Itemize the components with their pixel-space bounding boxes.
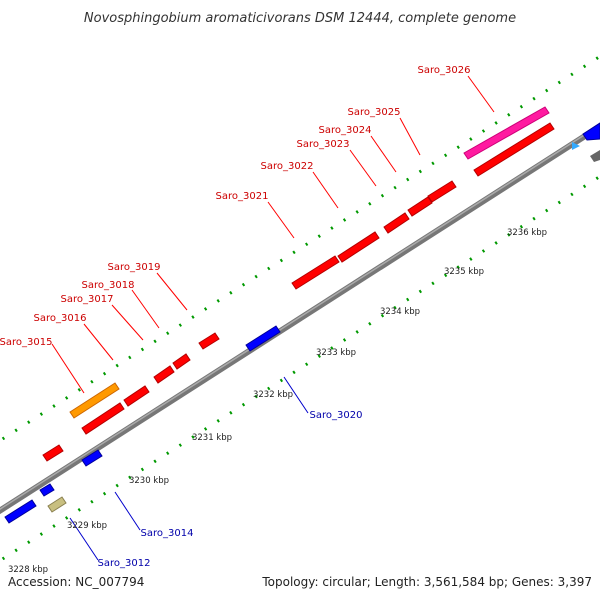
gene-saro-3018-block[interactable] <box>172 353 191 370</box>
leader-saro-3024 <box>370 135 397 173</box>
leader-saro-3017 <box>111 304 144 341</box>
leader-saro-3020 <box>283 376 309 414</box>
reverse-labels: Saro_3012 Saro_3014 Saro_3020 <box>98 410 363 569</box>
scale-label-3231: 3231 kbp <box>192 433 232 443</box>
label-saro-3023[interactable]: Saro_3023 <box>297 139 350 150</box>
leader-saro-3023 <box>349 149 377 187</box>
reverse-label-leaders <box>69 376 309 561</box>
gene-saro-3023-block[interactable] <box>383 212 410 234</box>
label-saro-3017[interactable]: Saro_3017 <box>61 294 114 305</box>
scale-label-3232: 3232 kbp <box>253 390 293 400</box>
scale-labels: 3228 kbp 3229 kbp 3230 kbp 3231 kbp 3232… <box>8 228 547 575</box>
gene-saro-3016-block[interactable] <box>123 385 150 407</box>
label-saro-3015[interactable]: Saro_3015 <box>0 337 52 348</box>
leader-saro-3018 <box>131 289 160 329</box>
gene-forward-small-block[interactable] <box>42 444 64 462</box>
map-area <box>0 54 600 563</box>
label-saro-3019[interactable]: Saro_3019 <box>108 262 161 273</box>
map-title: Novosphingobium aromaticivorans DSM 1244… <box>84 11 516 26</box>
scale-label-3236: 3236 kbp <box>507 228 547 238</box>
gene-saro-3015-block[interactable] <box>81 402 125 435</box>
leader-saro-3019 <box>156 272 188 311</box>
label-saro-3021[interactable]: Saro_3021 <box>216 191 269 202</box>
leader-saro-3014 <box>114 491 141 531</box>
leader-saro-3021 <box>267 201 295 239</box>
gene-saro-3019-block[interactable] <box>198 332 220 350</box>
leader-saro-3015 <box>51 343 85 394</box>
scale-label-3233: 3233 kbp <box>316 348 356 358</box>
gene-khaki-block[interactable] <box>47 496 67 513</box>
gene-saro-3026-special-block[interactable] <box>463 106 550 160</box>
label-saro-3012[interactable]: Saro_3012 <box>98 558 151 569</box>
gene-reverse-edge-block[interactable] <box>582 122 600 141</box>
gene-saro-3017-block[interactable] <box>153 365 175 384</box>
leader-saro-3022 <box>312 171 339 209</box>
accession-text: Accession: NC_007794 <box>8 575 144 589</box>
gene-saro-3025-block[interactable] <box>427 180 457 203</box>
gene-saro-3020-block[interactable] <box>245 325 281 352</box>
label-saro-3020[interactable]: Saro_3020 <box>310 410 363 421</box>
genome-summary-text: Topology: circular; Length: 3,561,584 bp… <box>261 575 592 589</box>
scale-label-3235: 3235 kbp <box>444 267 484 277</box>
forward-genes <box>42 106 555 462</box>
label-saro-3018[interactable]: Saro_3018 <box>82 280 135 291</box>
label-saro-3014[interactable]: Saro_3014 <box>141 528 194 539</box>
scale-label-3234: 3234 kbp <box>380 307 420 317</box>
forward-ruler-dots <box>0 54 600 443</box>
reverse-genes <box>4 122 600 524</box>
gene-saro-3022-block[interactable] <box>337 231 380 263</box>
scale-label-3230: 3230 kbp <box>129 476 169 486</box>
gene-saro-3012-block[interactable] <box>39 483 55 497</box>
label-saro-3016[interactable]: Saro_3016 <box>34 313 87 324</box>
leader-saro-3026 <box>467 75 495 113</box>
label-saro-3025[interactable]: Saro_3025 <box>348 107 401 118</box>
label-saro-3026[interactable]: Saro_3026 <box>418 65 471 76</box>
scale-label-3229: 3229 kbp <box>67 521 107 531</box>
genome-backbone-highlight <box>0 124 600 510</box>
gene-saro-3014-block[interactable] <box>81 449 103 467</box>
label-saro-3022[interactable]: Saro_3022 <box>261 161 314 172</box>
scale-label-3228: 3228 kbp <box>8 565 48 575</box>
forward-labels: Saro_3015 Saro_3016 Saro_3017 Saro_3018 … <box>0 65 470 348</box>
gene-reverse-block-1[interactable] <box>4 499 37 524</box>
gene-saro-3026-block[interactable] <box>473 122 555 177</box>
leader-saro-3012 <box>69 517 99 561</box>
gene-saro-3024-block[interactable] <box>407 196 433 217</box>
gene-edge-marker <box>572 142 580 150</box>
forward-label-leaders <box>51 75 495 394</box>
gene-saro-3015-special-block[interactable] <box>69 382 120 419</box>
leader-saro-3025 <box>399 117 421 156</box>
gene-saro-3021-block[interactable] <box>291 255 340 290</box>
label-saro-3024[interactable]: Saro_3024 <box>319 125 372 136</box>
genome-backbone <box>0 122 600 515</box>
gene-edge-gray-block <box>590 150 600 162</box>
leader-saro-3016 <box>83 323 114 361</box>
